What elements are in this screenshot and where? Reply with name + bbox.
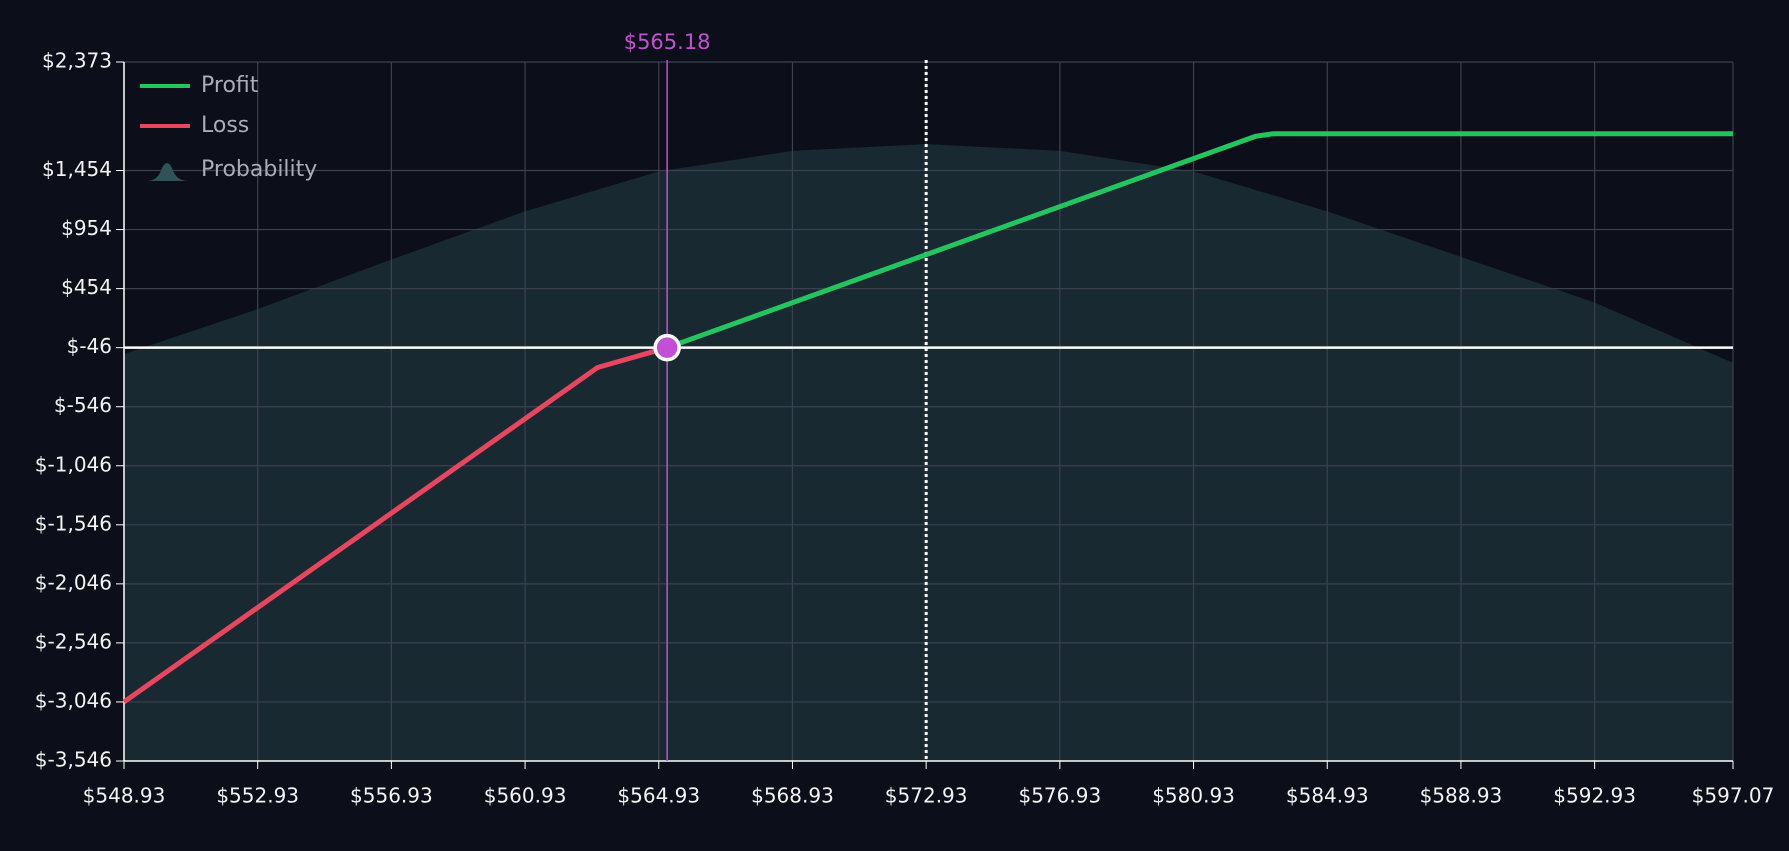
y-tick-label: $-46 <box>67 334 112 358</box>
x-tick-label: $584.93 <box>1286 784 1369 808</box>
legend-label: Loss <box>201 113 249 138</box>
x-tick-label: $552.93 <box>216 784 299 808</box>
y-tick-label: $-3,046 <box>35 688 112 712</box>
y-tick-label: $954 <box>61 216 112 240</box>
y-tick-label: $-2,546 <box>35 629 112 653</box>
x-tick-label: $548.93 <box>83 784 166 808</box>
legend-swatch <box>147 163 188 181</box>
x-tick-label: $564.93 <box>617 784 700 808</box>
x-tick-label: $580.93 <box>1152 784 1235 808</box>
y-tick-label: $-546 <box>54 393 112 417</box>
y-tick-label: $-2,046 <box>35 570 112 594</box>
y-tick-label: $1,454 <box>42 157 112 181</box>
legend-label: Profit <box>201 73 259 98</box>
x-tick-label: $576.93 <box>1018 784 1101 808</box>
breakeven-label: $565.18 <box>624 30 711 54</box>
y-tick-label: $-1,546 <box>35 511 112 535</box>
breakeven-marker <box>653 333 681 362</box>
payoff-line <box>666 131 1733 351</box>
legend-label: Probability <box>201 157 317 182</box>
probability-area <box>124 144 1733 762</box>
x-tick-label: $572.93 <box>885 784 968 808</box>
x-tick-label: $597.07 <box>1692 784 1775 808</box>
x-tick-label: $592.93 <box>1553 784 1636 808</box>
x-tick-label: $560.93 <box>484 784 567 808</box>
x-tick-label: $568.93 <box>751 784 834 808</box>
x-tick-label: $556.93 <box>350 784 433 808</box>
y-tick-label: $-3,546 <box>35 748 112 772</box>
y-tick-label: $-1,046 <box>35 452 112 476</box>
y-tick-label: $454 <box>61 275 112 299</box>
x-tick-label: $588.93 <box>1420 784 1503 808</box>
payoff-line <box>122 345 668 704</box>
y-tick-label: $2,373 <box>42 49 112 73</box>
